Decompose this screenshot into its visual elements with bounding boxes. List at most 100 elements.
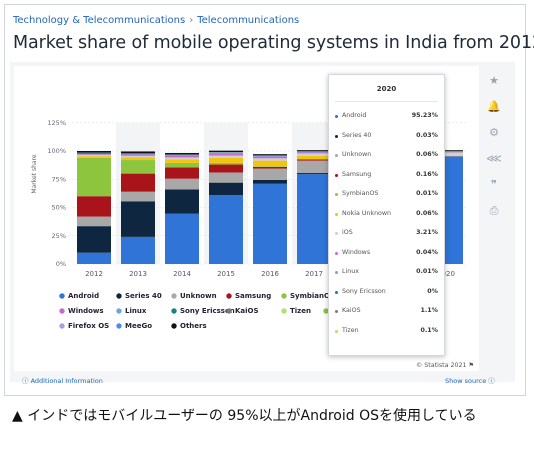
bar-2014-samsung[interactable] xyxy=(165,167,199,179)
bar-2017-series-40[interactable] xyxy=(297,173,331,175)
bar-2012-windows[interactable] xyxy=(77,154,111,155)
breadcrumb-subcategory[interactable]: Telecommunications xyxy=(197,15,300,26)
bar-2014-others[interactable] xyxy=(165,152,199,155)
legend-marker xyxy=(323,308,329,314)
tooltip-value: 95.23% xyxy=(411,112,438,119)
bar-2017-unknown[interactable] xyxy=(297,160,331,174)
bar-2016-linux[interactable] xyxy=(253,155,287,157)
bar-2014-windows[interactable] xyxy=(165,155,199,158)
legend-label: Tizen xyxy=(290,307,311,315)
bar-2013-android[interactable] xyxy=(121,236,155,264)
bar-2016-samsung[interactable] xyxy=(253,166,287,169)
bar-2016-symbianos[interactable] xyxy=(253,166,287,167)
bar-2017-samsung[interactable] xyxy=(297,159,331,161)
tooltip-value: 0.06% xyxy=(416,151,438,158)
bar-2013-ios[interactable] xyxy=(121,155,155,158)
tooltip-row: Android 95.23% xyxy=(335,111,438,125)
bar-2015-linux[interactable] xyxy=(209,152,243,154)
tooltip-row: iOS 3.21% xyxy=(335,228,438,242)
tooltip-series-name: Samsung xyxy=(342,170,372,178)
bell-icon[interactable]: 🔔 xyxy=(487,100,501,113)
bar-2017-android[interactable] xyxy=(297,174,331,264)
bar-2013-others[interactable] xyxy=(121,151,155,154)
bar-2016-others[interactable] xyxy=(253,154,287,156)
bar-2015-unknown[interactable] xyxy=(209,172,243,183)
legend-label: Sony Ericsson xyxy=(180,307,235,315)
legend-label: SymbianOS xyxy=(290,292,335,300)
bar-2012-android[interactable] xyxy=(77,252,111,264)
bar-2016-android[interactable] xyxy=(253,183,287,264)
tooltip-dot xyxy=(335,154,338,157)
print-icon[interactable]: ⎙ xyxy=(489,204,499,217)
bar-2020-ios[interactable] xyxy=(429,152,463,157)
statista-copyright[interactable]: © Statista 2021 ⚑ xyxy=(416,362,475,369)
breadcrumb-separator: › xyxy=(189,15,194,26)
bar-2016-nokia-unknown[interactable] xyxy=(253,160,287,167)
bar-2012-series-40[interactable] xyxy=(77,226,111,253)
bar-2012-unknown[interactable] xyxy=(77,216,111,227)
tooltip-value: 0.04% xyxy=(416,248,438,256)
bar-2016-ios[interactable] xyxy=(253,158,287,161)
tooltip-row: Windows 0.04% xyxy=(335,248,438,262)
breadcrumb-category[interactable]: Technology & Telecommunications xyxy=(13,15,186,26)
bar-2013-symbianos[interactable] xyxy=(121,160,155,174)
bar-2014-symbianos[interactable] xyxy=(165,162,199,168)
bar-2012-samsung[interactable] xyxy=(77,196,111,217)
bar-2013-nokia-unknown[interactable] xyxy=(121,157,155,161)
additional-info-link[interactable]: ⓘ Additional Information xyxy=(22,377,103,385)
bar-2012-ios[interactable] xyxy=(77,154,111,157)
bar-2014-nokia-unknown[interactable] xyxy=(165,159,199,163)
bar-2014-series-40[interactable] xyxy=(165,189,199,214)
bar-2014-unknown[interactable] xyxy=(165,178,199,190)
share-icon[interactable]: ⋘ xyxy=(486,152,502,165)
bar-2020-others[interactable] xyxy=(429,150,463,151)
legend-marker xyxy=(171,323,177,329)
bar-2015-android[interactable] xyxy=(209,195,243,264)
bar-2015-symbianos[interactable] xyxy=(209,162,243,165)
xtick-label: 2015 xyxy=(217,270,235,278)
bar-2017-windows[interactable] xyxy=(297,152,331,154)
bar-2015-others[interactable] xyxy=(209,150,243,153)
tooltip-dot xyxy=(335,290,338,294)
bar-2015-windows[interactable] xyxy=(209,153,243,156)
bar-2013-samsung[interactable] xyxy=(121,173,155,192)
data-tooltip: 2020 Android 95.23% Series 40 0.03% Unknown 0… xyxy=(328,74,445,356)
bar-2012-others[interactable] xyxy=(77,151,111,153)
legend-label: Unknown xyxy=(180,292,217,300)
bar-2014-linux[interactable] xyxy=(165,154,199,156)
bar-2014-ios[interactable] xyxy=(165,157,199,160)
tooltip-series-name: Linux xyxy=(342,268,359,275)
bar-2013-sony-ericsson[interactable] xyxy=(121,153,155,155)
tooltip-series-name: Tizen xyxy=(342,326,359,334)
tooltip-value: 0.01% xyxy=(416,268,438,275)
bar-2016-series-40[interactable] xyxy=(253,179,287,184)
bar-2020-kaios[interactable] xyxy=(429,151,463,153)
bar-2012-symbianos[interactable] xyxy=(77,157,111,197)
bar-2015-series-40[interactable] xyxy=(209,182,243,196)
bar-2017-ios[interactable] xyxy=(297,153,331,156)
bar-2012-nokia-unknown[interactable] xyxy=(77,156,111,158)
tooltip-row: KaiOS 1.1% xyxy=(335,306,438,320)
legend-marker xyxy=(59,308,65,314)
bar-2016-unknown[interactable] xyxy=(253,168,287,180)
tooltip-row: Nokia Unknown 0.06% xyxy=(335,209,438,223)
quote-icon[interactable]: ❞ xyxy=(491,178,497,191)
tooltip-dot xyxy=(335,329,338,333)
tooltip-value: 0.03% xyxy=(416,131,438,139)
tooltip-series-name: Series 40 xyxy=(342,131,372,139)
legend-marker xyxy=(226,308,232,314)
bar-2016-windows[interactable] xyxy=(253,156,287,159)
bar-2013-windows[interactable] xyxy=(121,154,155,156)
bar-2015-ios[interactable] xyxy=(209,155,243,158)
bar-2015-nokia-unknown[interactable] xyxy=(209,157,243,163)
bar-2015-samsung[interactable] xyxy=(209,164,243,173)
bar-2014-android[interactable] xyxy=(165,213,199,264)
bar-2017-nokia-unknown[interactable] xyxy=(297,155,331,160)
bar-2013-unknown[interactable] xyxy=(121,191,155,202)
bar-2013-series-40[interactable] xyxy=(121,201,155,237)
show-source-link[interactable]: Show source ⓘ xyxy=(445,377,495,385)
gear-icon[interactable]: ⚙ xyxy=(489,126,499,139)
bar-2017-others[interactable] xyxy=(297,150,331,152)
bar-2012-sony-ericsson[interactable] xyxy=(77,152,111,154)
star-icon[interactable]: ★ xyxy=(489,74,499,87)
